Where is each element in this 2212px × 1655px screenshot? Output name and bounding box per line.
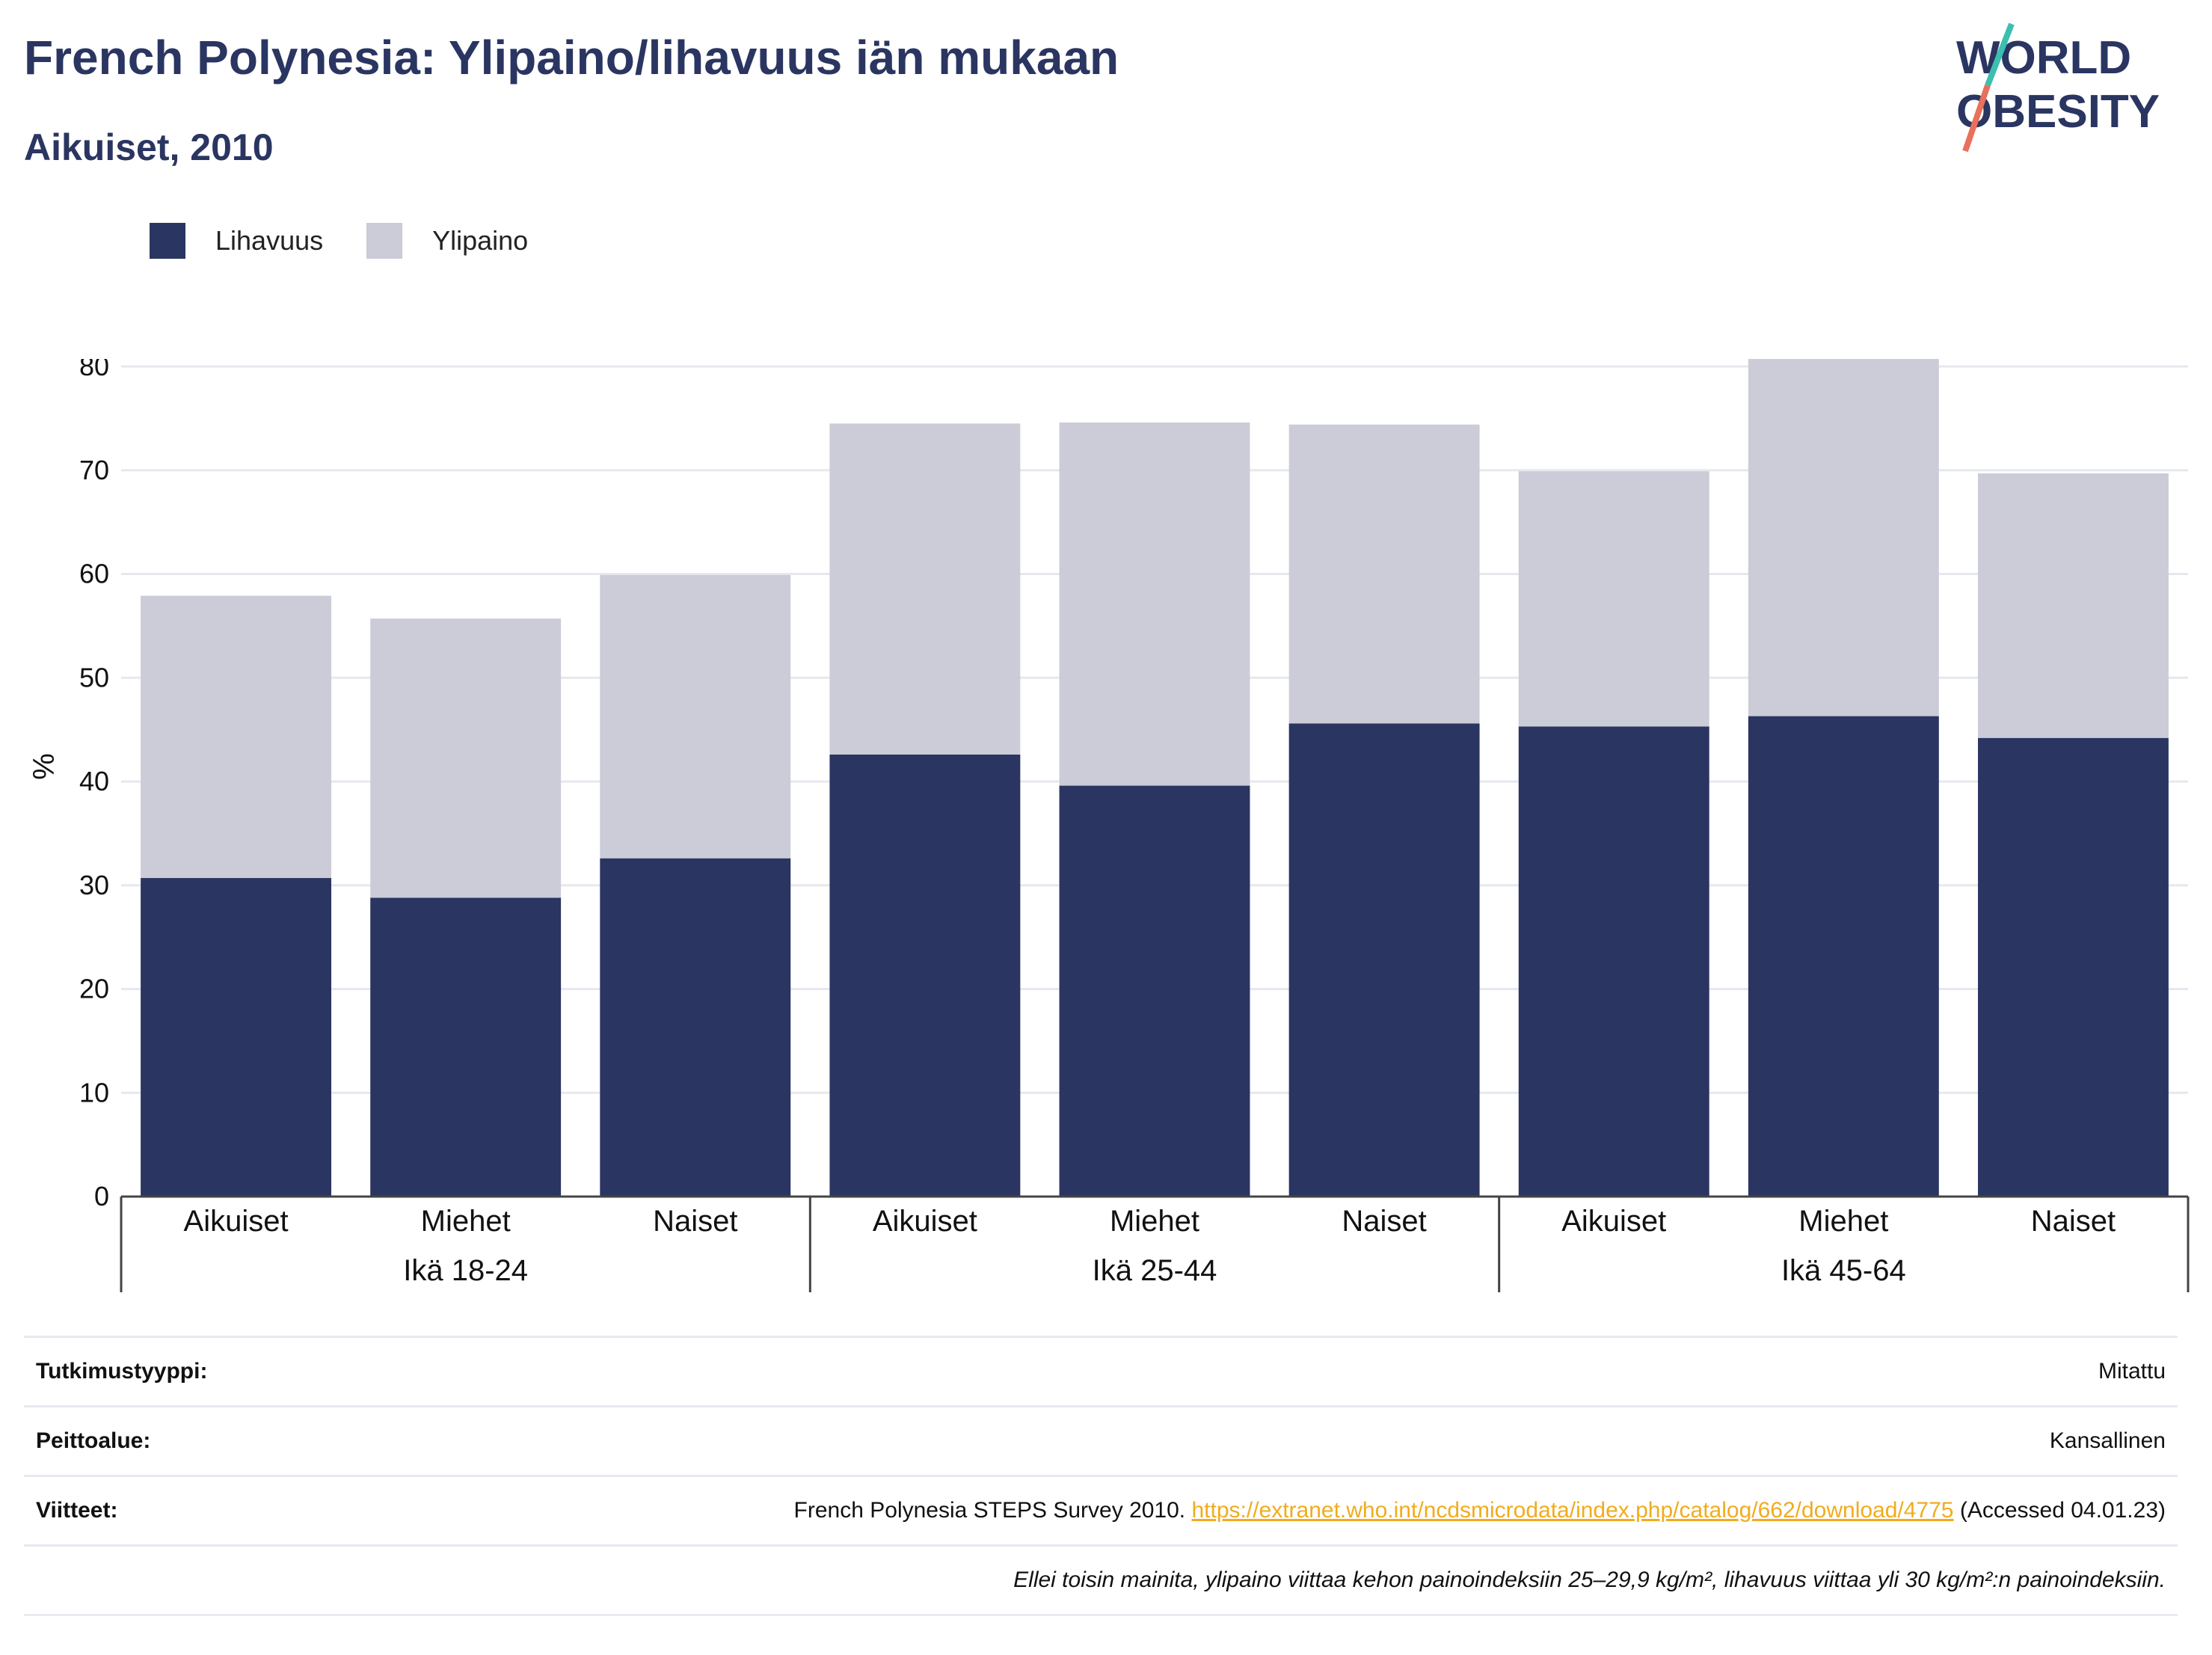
x-tick-label: Aikuiset [1561, 1205, 1666, 1238]
legend-label-overweight: Ylipaino [432, 225, 529, 256]
group-label: Ikä 25-44 [1093, 1254, 1217, 1287]
y-tick-label: 0 [94, 1181, 109, 1212]
bar-obesity-6 [1518, 726, 1709, 1197]
group-label: Ikä 18-24 [403, 1254, 528, 1287]
reference-link[interactable]: https://extranet.who.int/ncdsmicrodata/i… [1191, 1498, 1954, 1523]
chart-legend: Lihavuus Ylipaino [150, 223, 571, 259]
bar-overweight-1 [370, 618, 562, 898]
x-tick-label: Aikuiset [184, 1205, 289, 1238]
meta-key-study-type: Tutkimustyyppi: [36, 1359, 208, 1384]
bar-obesity-2 [600, 858, 791, 1197]
legend-swatch-obesity [150, 223, 185, 259]
group-label: Ikä 45-64 [1781, 1254, 1906, 1287]
bar-chart: 0 10 20 30 40 50 60 70 80% Aikuiset Miehet Naiset Ai… [28, 359, 2190, 1292]
bar-overweight-7 [1748, 359, 1939, 716]
meta-value-study-type: Mitattu [2098, 1359, 2166, 1384]
x-tick-label: Miehet [421, 1205, 511, 1238]
bar-obesity-4 [1059, 785, 1250, 1197]
meta-row-coverage: Peittoalue: Kansallinen [24, 1406, 2178, 1476]
y-tick-label: 20 [79, 974, 109, 1004]
meta-value-references: French Polynesia STEPS Survey 2010. http… [317, 1476, 2178, 1546]
bar-overweight-3 [829, 423, 1021, 755]
x-tick-label: Naiset [653, 1205, 737, 1238]
bar-obesity-8 [1977, 737, 2169, 1197]
bar-overweight-4 [1059, 422, 1250, 786]
bar-overweight-8 [1977, 473, 2169, 738]
y-tick-label: 10 [79, 1077, 109, 1108]
meta-row-note: Ellei toisin mainita, ylipaino viittaa k… [24, 1545, 2178, 1615]
legend-item-overweight[interactable]: Ylipaino [366, 223, 528, 259]
bar-obesity-5 [1288, 723, 1480, 1197]
meta-row-study-type: Tutkimustyyppi: Mitattu [24, 1336, 2178, 1407]
meta-key-references: Viitteet: [36, 1498, 118, 1523]
bar-overweight-6 [1518, 471, 1709, 727]
metadata-table: Tutkimustyyppi: Mitattu Peittoalue: Kans… [24, 1336, 2178, 1616]
reference-accessed: (Accessed 04.01.23) [1953, 1498, 2166, 1523]
y-tick-label: 80 [79, 359, 109, 381]
bar-obesity-1 [370, 897, 562, 1197]
bar-overweight-0 [141, 595, 332, 879]
y-tick-label: 40 [79, 766, 109, 796]
x-tick-label: Naiset [2031, 1205, 2116, 1238]
y-tick-label: 70 [79, 455, 109, 485]
logo-slash-coral [1962, 84, 1991, 153]
y-tick-label: 50 [79, 662, 109, 693]
meta-row-references: Viitteet: French Polynesia STEPS Survey … [24, 1476, 2178, 1546]
reference-text: French Polynesia STEPS Survey 2010. [793, 1498, 1192, 1523]
y-axis-label: % [28, 753, 61, 780]
bar-obesity-7 [1748, 716, 1939, 1197]
logo-word-world: WORLD [1956, 32, 2131, 84]
y-tick-label: 60 [79, 559, 109, 589]
logo-slash-teal [1985, 22, 2015, 87]
legend-swatch-overweight [366, 223, 403, 259]
meta-key-coverage: Peittoalue: [36, 1428, 151, 1453]
x-tick-label: Miehet [1110, 1205, 1199, 1238]
definition-note: Ellei toisin mainita, ylipaino viittaa k… [1013, 1568, 2166, 1592]
bar-overweight-2 [600, 574, 791, 859]
legend-item-obesity[interactable]: Lihavuus [150, 223, 323, 259]
x-tick-label: Miehet [1798, 1205, 1888, 1238]
bar-overweight-5 [1288, 424, 1480, 724]
logo-word-obesity: OBESITY [1956, 86, 2160, 138]
meta-value-coverage: Kansallinen [2049, 1428, 2166, 1453]
chart-title: French Polynesia: Ylipaino/lihavuus iän … [24, 31, 1119, 85]
y-tick-label: 30 [79, 870, 109, 900]
legend-label-obesity: Lihavuus [215, 225, 324, 256]
world-obesity-logo: WORLD OBESITY [1956, 22, 2160, 153]
bar-obesity-3 [829, 754, 1021, 1197]
x-tick-label: Naiset [1342, 1205, 1426, 1238]
bar-obesity-0 [141, 878, 332, 1197]
x-tick-label: Aikuiset [873, 1205, 977, 1238]
chart-subtitle: Aikuiset, 2010 [24, 126, 274, 168]
